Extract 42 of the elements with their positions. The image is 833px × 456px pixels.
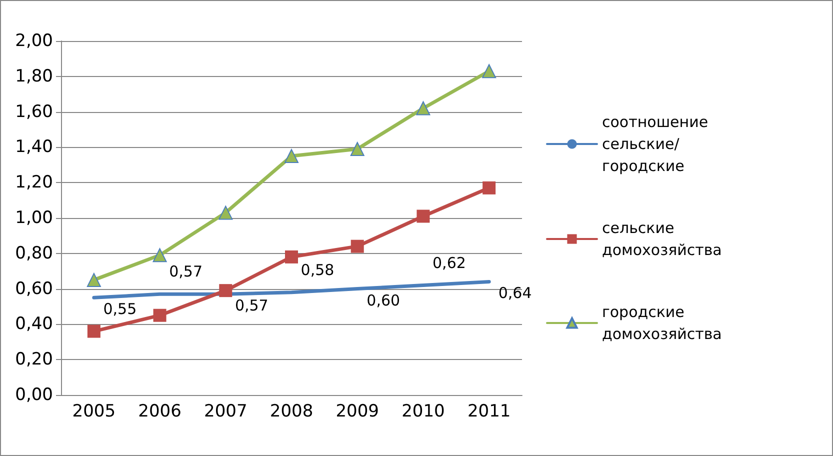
point: [284, 149, 298, 164]
point: [218, 206, 233, 220]
point: [416, 101, 430, 116]
y-tick-label: 0,80: [15, 243, 53, 264]
point: [153, 308, 166, 322]
point: [350, 142, 364, 156]
legend-label: соотношение сельские/городские: [602, 113, 713, 175]
y-tick-label: 1,60: [15, 102, 53, 122]
x-tick-label: 2007: [204, 402, 248, 422]
point: [87, 324, 100, 338]
y-tick-label: 0,20: [15, 350, 53, 370]
x-tick-label: 2010: [402, 402, 445, 422]
y-tick-label: 0,40: [15, 314, 53, 334]
y-tick-label: 1,00: [15, 208, 53, 228]
point: [416, 210, 430, 223]
x-tick-label: 2009: [336, 402, 379, 422]
x-tick-label: 2005: [72, 402, 116, 422]
y-tick-label: 0,00: [15, 385, 53, 405]
y-tick-label: 2,00: [15, 31, 53, 51]
data-label: 0,57: [169, 262, 202, 281]
point: [482, 181, 496, 194]
point: [219, 284, 232, 298]
x-tick-label: 2008: [270, 402, 314, 422]
y-tick-label: 1,40: [15, 137, 53, 158]
y-tick-label: 1,80: [15, 66, 53, 86]
data-label: 0,57: [234, 296, 268, 315]
data-label: 0,62: [432, 254, 466, 272]
legend-label: городские домохозяйства: [602, 303, 722, 343]
point: [350, 240, 364, 253]
data-label: 0,58: [300, 260, 334, 279]
point: [86, 272, 101, 287]
point: [152, 248, 167, 262]
data-label: 0,60: [366, 291, 400, 310]
data-label: 0,55: [103, 300, 137, 318]
point: [482, 64, 496, 78]
point: [285, 250, 298, 264]
y-tick-label: 0,60: [15, 278, 53, 299]
data-label: 0,64: [498, 284, 532, 302]
y-tick-label: 1,20: [15, 172, 53, 193]
x-tick-label: 2006: [138, 402, 182, 422]
legend-label: сельские домохозяйства: [602, 219, 722, 259]
x-tick-label: 2011: [467, 402, 511, 422]
